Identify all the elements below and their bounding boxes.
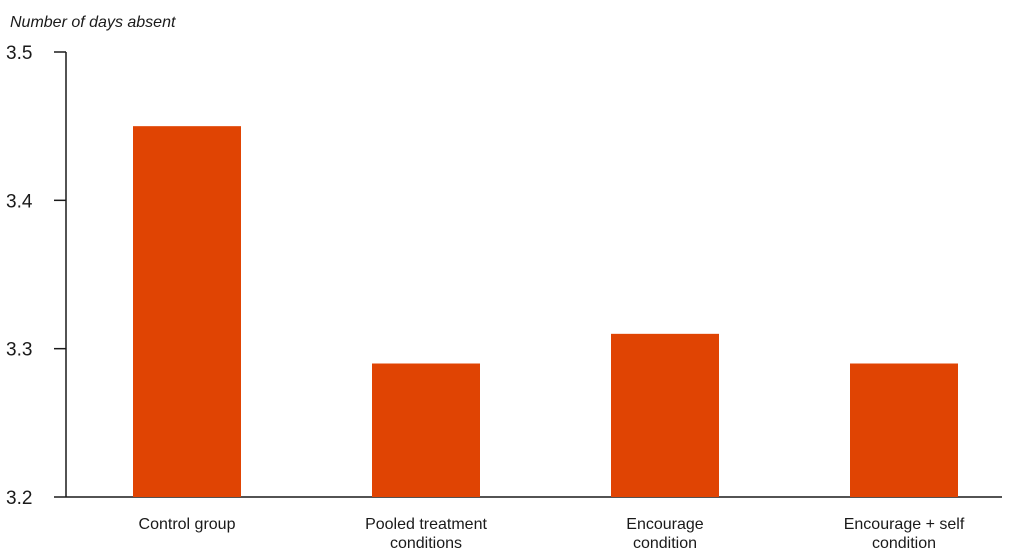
x-tick-label: Encourage + self condition xyxy=(844,516,965,552)
y-tick-label: 3.4 xyxy=(6,191,33,212)
bar xyxy=(133,126,241,498)
bar xyxy=(372,363,480,497)
category-labels: Control group Pooled treatment conditions E… xyxy=(139,516,965,552)
y-tick-label: 3.2 xyxy=(6,488,32,509)
y-tick-label: 3.5 xyxy=(6,43,32,64)
x-tick-label: Control group xyxy=(139,516,236,533)
y-axis-label: Number of days absent xyxy=(10,14,176,31)
x-tick-label: Pooled treatment conditions xyxy=(365,516,487,552)
bar xyxy=(850,363,958,497)
x-tick-label: Encourage condition xyxy=(626,516,703,552)
y-axis: 3.2 3.3 3.4 3.5 xyxy=(6,43,67,509)
bar xyxy=(611,333,719,497)
bars-group xyxy=(133,126,958,498)
y-tick-label: 3.3 xyxy=(6,340,32,361)
